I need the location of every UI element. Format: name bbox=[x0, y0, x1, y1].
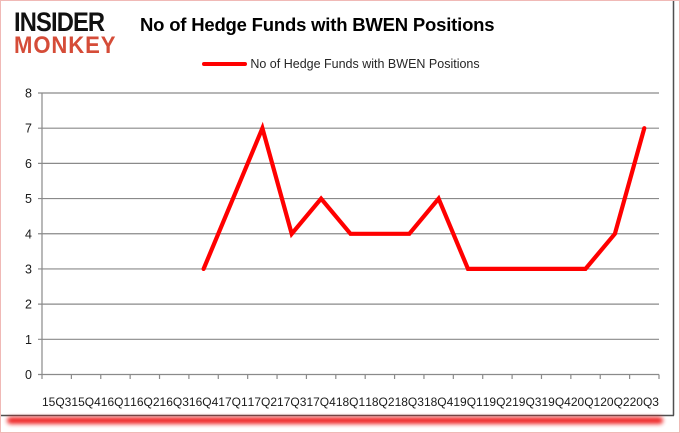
svg-text:0: 0 bbox=[25, 368, 32, 382]
svg-text:5: 5 bbox=[25, 192, 32, 206]
svg-text:17Q2: 17Q2 bbox=[248, 395, 278, 409]
svg-text:18Q3: 18Q3 bbox=[395, 395, 425, 409]
svg-text:2: 2 bbox=[25, 298, 32, 312]
svg-text:7: 7 bbox=[25, 122, 32, 136]
svg-text:18Q1: 18Q1 bbox=[336, 395, 366, 409]
svg-text:15Q3: 15Q3 bbox=[42, 395, 72, 409]
svg-text:17Q3: 17Q3 bbox=[277, 395, 307, 409]
svg-text:8: 8 bbox=[25, 87, 32, 101]
svg-text:15Q4: 15Q4 bbox=[71, 395, 101, 409]
svg-text:1: 1 bbox=[25, 333, 32, 347]
svg-text:18Q2: 18Q2 bbox=[365, 395, 395, 409]
logo-insider-text: INSIDER bbox=[14, 7, 105, 37]
legend-label: No of Hedge Funds with BWEN Positions bbox=[250, 57, 480, 71]
legend-line-swatch bbox=[202, 62, 248, 66]
svg-text:20Q3: 20Q3 bbox=[630, 395, 660, 409]
bottom-red-shadow bbox=[7, 417, 663, 424]
svg-text:19Q3: 19Q3 bbox=[512, 395, 542, 409]
svg-text:19Q1: 19Q1 bbox=[453, 395, 483, 409]
svg-text:3: 3 bbox=[25, 262, 32, 276]
svg-text:17Q4: 17Q4 bbox=[306, 395, 336, 409]
chart-legend: No of Hedge Funds with BWEN Positions bbox=[1, 57, 679, 71]
svg-text:4: 4 bbox=[25, 227, 32, 241]
chart-title: No of Hedge Funds with BWEN Positions bbox=[140, 14, 495, 35]
svg-text:16Q1: 16Q1 bbox=[101, 395, 131, 409]
svg-text:16Q4: 16Q4 bbox=[189, 395, 219, 409]
svg-text:19Q2: 19Q2 bbox=[483, 395, 513, 409]
svg-text:20Q1: 20Q1 bbox=[571, 395, 601, 409]
svg-text:17Q1: 17Q1 bbox=[218, 395, 248, 409]
svg-text:16Q3: 16Q3 bbox=[160, 395, 190, 409]
svg-text:6: 6 bbox=[25, 157, 32, 171]
svg-text:20Q2: 20Q2 bbox=[600, 395, 630, 409]
svg-text:16Q2: 16Q2 bbox=[130, 395, 160, 409]
insider-monkey-logo: INSIDER MONKEY bbox=[14, 9, 125, 58]
svg-text:19Q4: 19Q4 bbox=[541, 395, 571, 409]
logo-monkey-text: MONKEY bbox=[14, 32, 117, 59]
svg-text:18Q4: 18Q4 bbox=[424, 395, 454, 409]
